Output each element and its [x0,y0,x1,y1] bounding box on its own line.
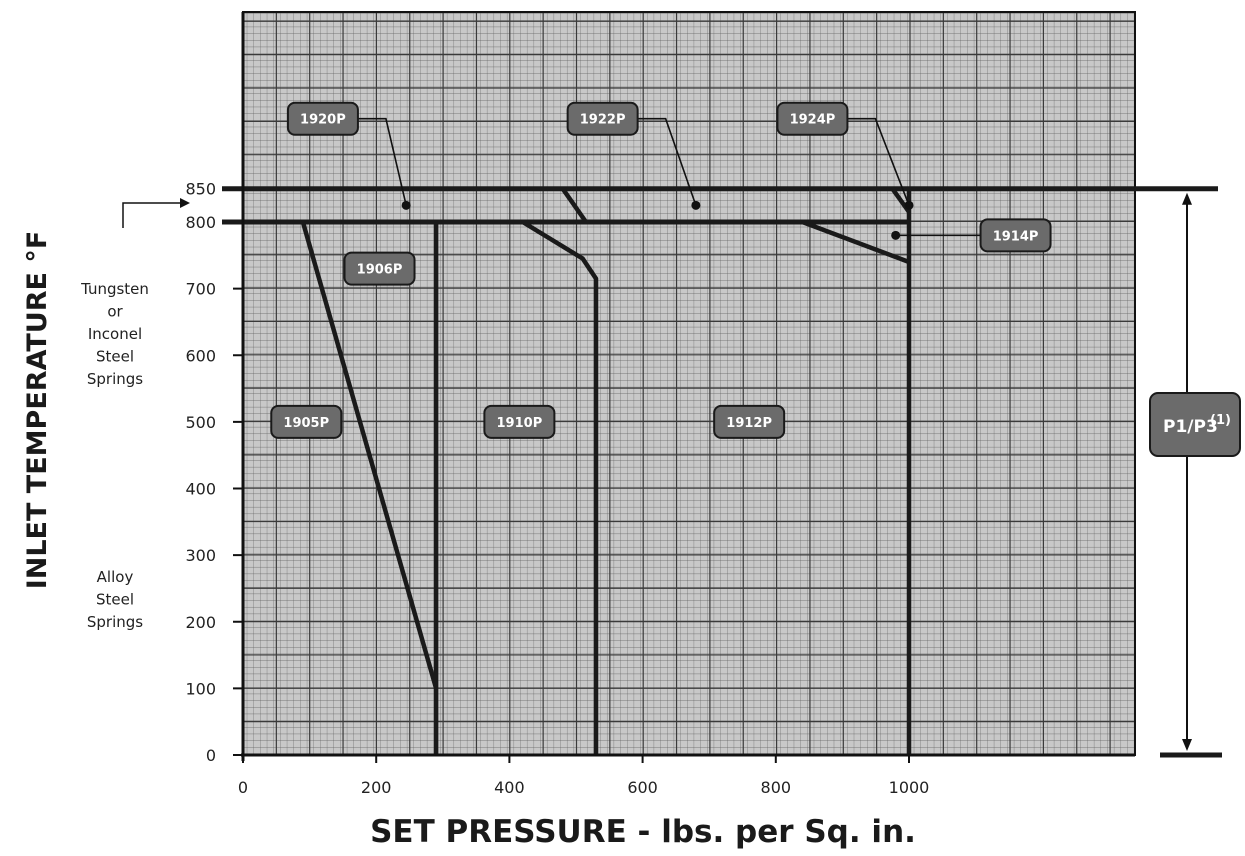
model-label-box [979,218,1052,253]
model-label-box [713,404,786,439]
x-axis-title: SET PRESSURE - lbs. per Sq. in. [370,814,916,850]
y-tick-label: 700 [185,280,216,299]
leader-dot [401,200,411,210]
x-tick-label: 400 [494,778,525,797]
range-arrow-down-icon [1182,739,1192,751]
y-axis-title: INLET TEMPERATURE °F [22,231,53,590]
spring-label-upper-line: Inconel [88,325,142,343]
grid-area [242,11,1136,756]
leader-line [357,117,407,206]
x-tick-label: 800 [761,778,792,797]
model-label-text: 1924P [790,113,836,128]
arrow-head-icon [180,198,190,208]
model-label-box [566,101,639,136]
range-label-box [1149,392,1241,457]
label-group: 1920P 1922P 1924P 1914P 1906P 1905P 1910P 1912P [270,101,1052,439]
spring-label-lower-line: Steel [96,591,134,609]
leader-line [637,117,697,206]
spring-label-upper-line: or [107,303,123,321]
y-tick-label: 100 [185,679,216,698]
model-label-text: 1914P [993,229,1039,244]
model-label-box [483,404,556,439]
model-label-box [776,101,849,136]
grid-pattern [243,12,1135,755]
y-tick-label: 0 [206,746,216,765]
series-line-6 [560,187,588,224]
leader-dot [691,200,701,210]
y-tick-label: 600 [185,346,216,365]
y-tick-label: 850 [185,180,216,199]
model-label-text: 1906P [357,263,403,278]
x-tick-label: 0 [238,778,248,797]
model-label-text: 1910P [497,416,543,431]
arrow-line [122,202,182,228]
model-label-text: 1905P [283,416,329,431]
y-tick-label: 400 [185,480,216,499]
model-label-text: 1912P [726,416,772,431]
range-label-sup: (1) [1210,413,1231,428]
model-label-text: 1922P [580,113,626,128]
leader-dot [904,200,914,210]
spring-label-lower-line: Alloy [97,568,134,586]
series-group [222,186,1222,758]
spring-label-upper-line: Steel [96,348,134,366]
leader-dot [891,230,901,240]
series-line-7 [801,219,910,265]
series-line-3 [300,221,439,690]
range-label-text: P1/P3 [1163,417,1218,437]
x-tick-label: 200 [361,778,392,797]
model-label-text: 1920P [300,113,346,128]
leader-line [847,117,910,206]
spring-label-upper-line: Springs [87,370,143,388]
spring-label-lower-line: Springs [87,613,143,631]
side-annotations: Tungsten or Inconel Steel Springs Alloy Steel S… [80,192,1241,751]
axis-group: 0 200 400 600 800 1000 0 100 200 300 400 500 600 700 8… [22,12,1135,850]
x-tick-label: 1000 [889,778,930,797]
x-tick-label: 600 [627,778,658,797]
y-tick-label: 500 [185,413,216,432]
model-label-box [343,251,416,286]
spring-label-upper-line: Tungsten [80,280,149,298]
range-arrow-up-icon [1182,192,1192,205]
y-tick-label: 300 [185,546,216,565]
y-tick-label: 200 [185,613,216,632]
model-label-box [270,404,343,439]
series-line-5 [521,220,599,755]
model-label-box [286,101,359,136]
y-tick-label: 800 [185,213,216,232]
